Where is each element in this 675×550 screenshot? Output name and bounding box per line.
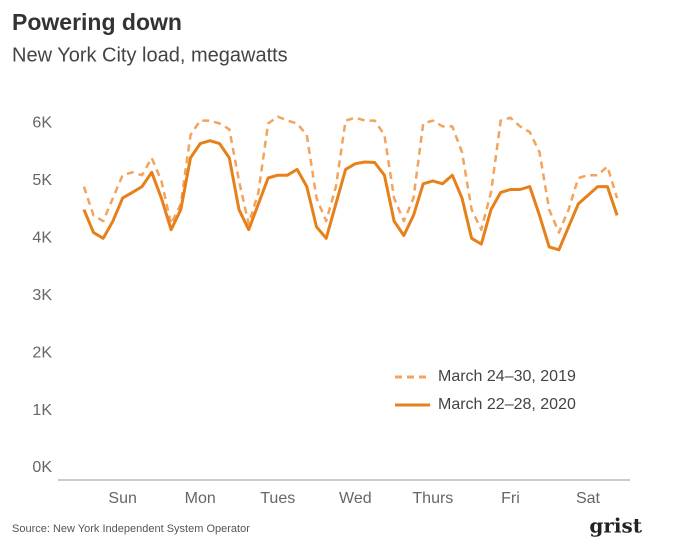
logo: grist bbox=[589, 514, 642, 538]
y-tick-label: 5K bbox=[32, 172, 52, 189]
series-line bbox=[82, 139, 619, 252]
x-tick-label: Sun bbox=[108, 490, 136, 507]
x-tick-label: Thurs bbox=[412, 490, 453, 507]
y-tick-label: 4K bbox=[32, 230, 52, 247]
chart-subtitle: New York City load, megawatts bbox=[12, 44, 288, 66]
legend-label: March 22–28, 2020 bbox=[438, 396, 576, 413]
x-tick-label: Tues bbox=[260, 490, 295, 507]
y-tick-label: 2K bbox=[32, 344, 52, 361]
y-tick-label: 3K bbox=[32, 287, 52, 304]
x-tick-label: Fri bbox=[501, 490, 520, 507]
x-tick-label: Sat bbox=[576, 490, 601, 507]
x-tick-label: Wed bbox=[339, 490, 372, 507]
chart-title: Powering down bbox=[12, 9, 182, 35]
y-tick-label: 0K bbox=[32, 459, 52, 476]
y-tick-label: 1K bbox=[32, 402, 52, 419]
x-tick-label: Mon bbox=[185, 490, 216, 507]
legend-label: March 24–30, 2019 bbox=[438, 368, 576, 385]
y-tick-label: 6K bbox=[32, 115, 52, 132]
series-line bbox=[82, 115, 619, 234]
source: Source: New York Independent System Oper… bbox=[12, 523, 250, 535]
